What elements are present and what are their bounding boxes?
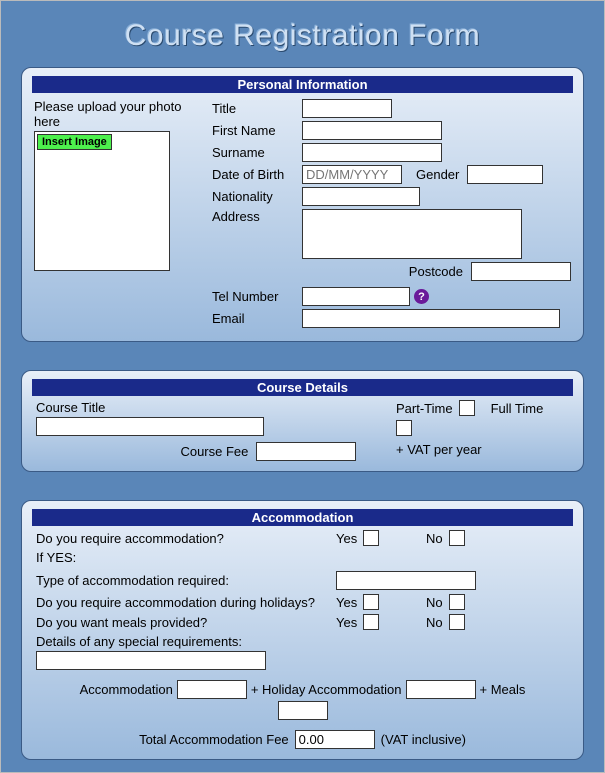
form-page: Course Registration Form Personal Inform…: [0, 0, 605, 773]
upload-label: Please upload your photo here: [34, 99, 204, 129]
gender-input[interactable]: [467, 165, 543, 184]
vat-inclusive-label: (VAT inclusive): [381, 732, 466, 747]
fields-column: Title First Name Surname Date of Birth G…: [212, 99, 571, 331]
special-input[interactable]: [36, 651, 266, 670]
require-q: Do you require accommodation?: [36, 531, 336, 546]
total-label: Total Accommodation Fee: [139, 732, 289, 747]
photo-box: Insert Image: [34, 131, 170, 271]
holidays-q: Do you require accommodation during holi…: [36, 595, 336, 610]
nationality-input[interactable]: [302, 187, 420, 206]
total-input[interactable]: [295, 730, 375, 749]
parttime-checkbox[interactable]: [459, 400, 475, 416]
email-label: Email: [212, 311, 302, 326]
calc-holiday-label: + Holiday Accommodation: [251, 682, 402, 697]
course-fee-input[interactable]: [256, 442, 356, 461]
tel-label: Tel Number: [212, 289, 302, 304]
title-label: Title: [212, 101, 302, 116]
personal-header: Personal Information: [32, 76, 573, 93]
surname-label: Surname: [212, 145, 302, 160]
firstname-input[interactable]: [302, 121, 442, 140]
personal-info-panel: Personal Information Please upload your …: [21, 67, 584, 342]
calc-accom-label: Accommodation: [80, 682, 173, 697]
yes-label-1: Yes: [336, 531, 357, 546]
help-icon[interactable]: ?: [414, 289, 429, 304]
no-label-1: No: [426, 531, 443, 546]
calc-row: Accommodation + Holiday Accommodation + …: [36, 680, 569, 699]
require-no-checkbox[interactable]: [449, 530, 465, 546]
address-label: Address: [212, 209, 302, 224]
calc-meals-label: + Meals: [480, 682, 526, 697]
firstname-label: First Name: [212, 123, 302, 138]
no-label-2: No: [426, 595, 443, 610]
type-input[interactable]: [336, 571, 476, 590]
calc-holiday-input[interactable]: [406, 680, 476, 699]
postcode-input[interactable]: [471, 262, 571, 281]
holidays-yes-checkbox[interactable]: [363, 594, 379, 610]
parttime-label: Part-Time: [396, 401, 453, 416]
postcode-label: Postcode: [409, 264, 463, 279]
course-title-input[interactable]: [36, 417, 264, 436]
calc-accom-input[interactable]: [177, 680, 247, 699]
nationality-label: Nationality: [212, 189, 302, 204]
course-details-panel: Course Details Course Title Course Fee P…: [21, 370, 584, 472]
yes-label-2: Yes: [336, 595, 357, 610]
no-label-3: No: [426, 615, 443, 630]
surname-input[interactable]: [302, 143, 442, 162]
dob-input[interactable]: [302, 165, 402, 184]
fulltime-checkbox[interactable]: [396, 420, 412, 436]
gender-label: Gender: [416, 167, 459, 182]
dob-label: Date of Birth: [212, 167, 302, 182]
meals-no-checkbox[interactable]: [449, 614, 465, 630]
special-q: Details of any special requirements:: [36, 634, 569, 649]
accommodation-header: Accommodation: [32, 509, 573, 526]
holidays-no-checkbox[interactable]: [449, 594, 465, 610]
calc-meals-input[interactable]: [278, 701, 328, 720]
insert-image-button[interactable]: Insert Image: [37, 134, 112, 150]
yes-label-3: Yes: [336, 615, 357, 630]
course-title-label: Course Title: [36, 400, 356, 415]
require-yes-checkbox[interactable]: [363, 530, 379, 546]
type-q: Type of accommodation required:: [36, 573, 336, 588]
email-input[interactable]: [302, 309, 560, 328]
meals-yes-checkbox[interactable]: [363, 614, 379, 630]
fulltime-label: Full Time: [491, 401, 544, 416]
vat-note: + VAT per year: [396, 442, 569, 457]
accommodation-panel: Accommodation Do you require accommodati…: [21, 500, 584, 760]
meals-q: Do you want meals provided?: [36, 615, 336, 630]
course-header: Course Details: [32, 379, 573, 396]
title-input[interactable]: [302, 99, 392, 118]
tel-input[interactable]: [302, 287, 410, 306]
page-title: Course Registration Form: [21, 19, 584, 53]
course-fee-label: Course Fee: [180, 444, 248, 459]
photo-column: Please upload your photo here Insert Ima…: [34, 99, 204, 331]
address-input[interactable]: [302, 209, 522, 259]
if-yes-label: If YES:: [36, 550, 569, 565]
